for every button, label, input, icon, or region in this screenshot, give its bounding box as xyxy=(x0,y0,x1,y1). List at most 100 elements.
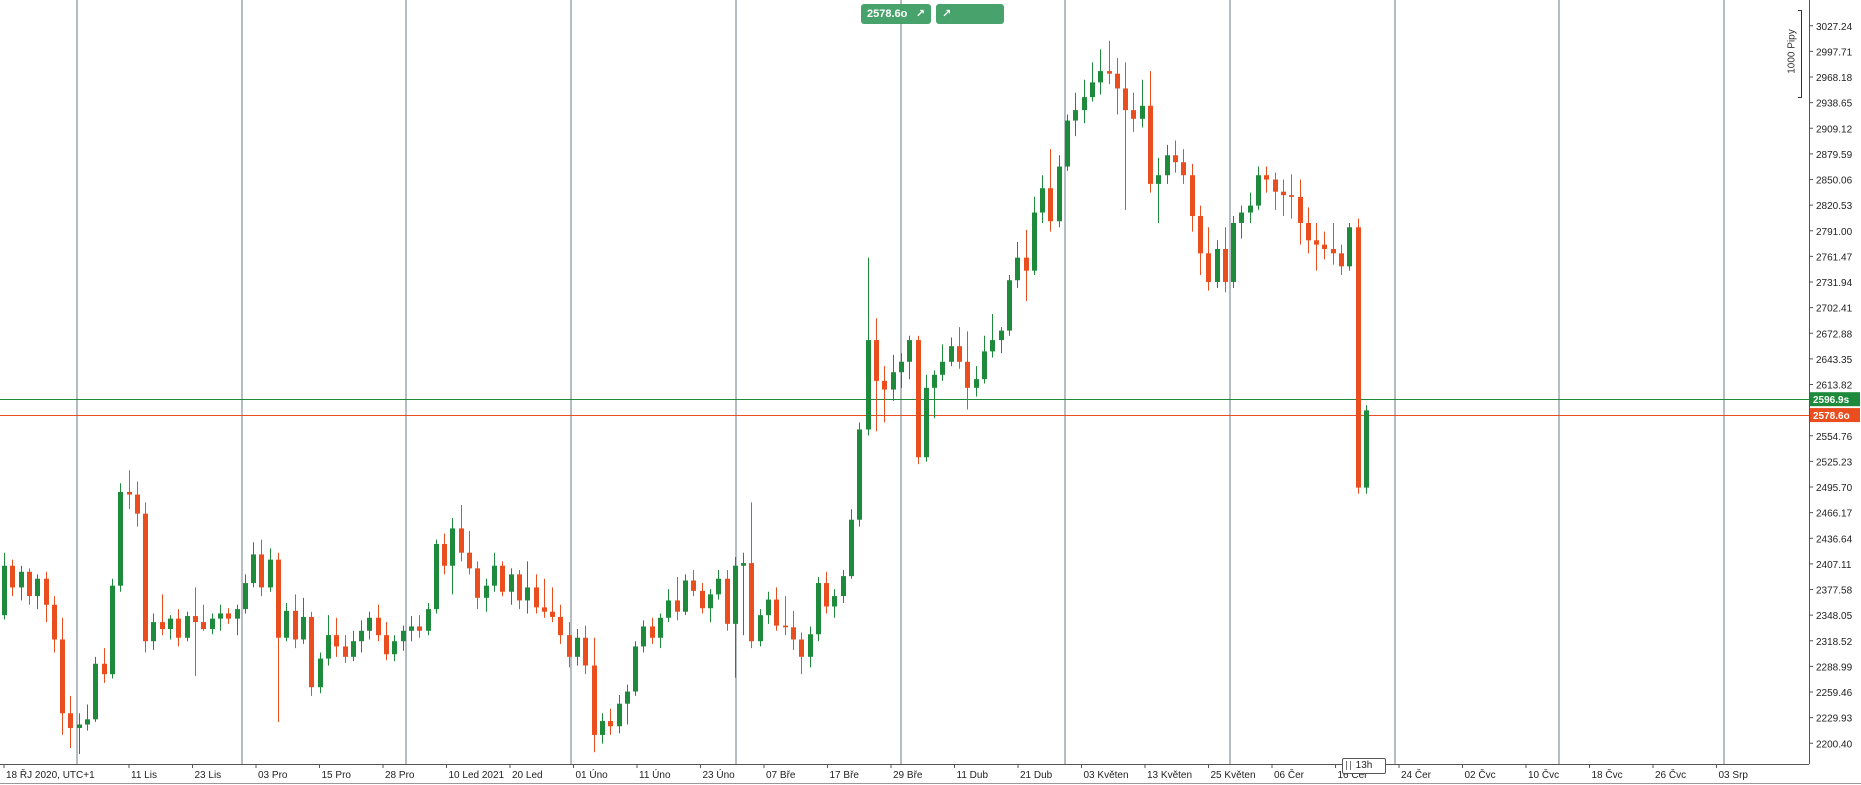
candle-body xyxy=(160,622,165,630)
candle-body xyxy=(1123,88,1128,111)
price-tick-label: 2259.46 xyxy=(1816,688,1853,699)
sell-price-tag xyxy=(1810,408,1860,423)
price-tick-label: 2968.18 xyxy=(1816,73,1853,84)
candle-body xyxy=(949,346,954,362)
candle-body xyxy=(52,604,57,640)
candle-body xyxy=(1024,257,1029,271)
candle-body xyxy=(550,611,555,617)
candle-body xyxy=(824,583,829,607)
candle-body xyxy=(841,576,846,597)
candle-body xyxy=(135,494,140,514)
candle-body xyxy=(484,585,489,598)
candle-body xyxy=(940,361,945,375)
candle-body xyxy=(891,372,896,390)
time-tick-label: 01 Úno xyxy=(576,768,609,781)
pip-scale: 1000 Pipy xyxy=(1787,10,1802,98)
candle-body xyxy=(766,599,771,616)
candle-body xyxy=(882,380,887,390)
candle-body xyxy=(143,513,148,642)
candle-body xyxy=(932,374,937,388)
time-tick-label: 03 Květen xyxy=(1084,770,1129,781)
time-tick-label: 18 ŘJ 2020, UTC+1 xyxy=(6,768,95,781)
time-axis[interactable]: 18 ŘJ 2020, UTC+1 11 Lis 23 Lis 03 Pro 15 Pr… xyxy=(0,764,1861,784)
candle-body xyxy=(401,630,406,642)
candle-body xyxy=(392,641,397,655)
candle-body xyxy=(899,361,904,373)
candle-body xyxy=(1107,71,1112,74)
candle-body xyxy=(1032,212,1037,271)
candle-body xyxy=(758,615,763,642)
candle-body xyxy=(251,554,256,584)
candle-body xyxy=(309,616,314,688)
time-tick-label: 25 Květen xyxy=(1211,770,1256,781)
candle-body xyxy=(226,613,231,619)
candle-body xyxy=(1156,175,1161,184)
candle-body xyxy=(641,626,646,647)
candle-body xyxy=(450,528,455,566)
candle-body xyxy=(185,616,190,638)
sell-price-tag-label: 2578.6o xyxy=(1813,411,1850,422)
time-tick-label: 03 Pro xyxy=(258,770,288,781)
candle-body xyxy=(1231,222,1236,282)
candle-body xyxy=(318,658,323,688)
candle-body xyxy=(725,578,730,624)
candle-body xyxy=(1331,248,1336,254)
price-tick-label: 2554.76 xyxy=(1816,432,1853,443)
candle-body xyxy=(85,719,90,725)
timeframe-marker[interactable]: 13h xyxy=(1342,758,1386,774)
price-tick-label: 2672.88 xyxy=(1816,329,1853,340)
time-tick-label: 11 Lis xyxy=(131,770,157,781)
candle-body xyxy=(799,639,804,657)
candle-body xyxy=(93,663,98,720)
price-tick-label: 2643.35 xyxy=(1816,355,1853,366)
candle-body xyxy=(999,330,1004,341)
candle-body xyxy=(1065,120,1070,167)
time-tick-label: 07 Bře xyxy=(766,770,796,781)
candle-body xyxy=(658,617,663,638)
candle-body xyxy=(791,627,796,640)
candle-body xyxy=(741,563,746,566)
candle-body xyxy=(866,340,871,430)
candle-body xyxy=(534,587,539,608)
price-axis[interactable]: 2200.40 2229.93 2259.46 2288.99 2318.52 2348.… xyxy=(1809,0,1853,764)
candle-body xyxy=(608,721,613,727)
candle-body xyxy=(592,665,597,735)
candle-body xyxy=(434,544,439,610)
candle-body xyxy=(118,491,123,586)
candle-body xyxy=(27,571,32,597)
buy-price-tag-label: 2596.9s xyxy=(1813,395,1850,406)
price-tick-label: 3027.24 xyxy=(1816,22,1853,33)
time-tick-label: 21 Dub xyxy=(1020,770,1053,781)
candle-body xyxy=(808,634,813,657)
drag-handle-icon[interactable] xyxy=(1346,761,1351,770)
candle-body xyxy=(583,637,588,666)
candle-body xyxy=(235,609,240,619)
price-tick-label: 2229.93 xyxy=(1816,714,1853,725)
candle-body xyxy=(276,559,281,638)
price-tick-label: 2525.23 xyxy=(1816,457,1853,468)
candle-body xyxy=(218,613,223,619)
buy-price-tag xyxy=(1810,392,1860,407)
candle-body xyxy=(974,379,979,388)
candle-body xyxy=(259,554,264,588)
candle-body xyxy=(1223,248,1228,282)
candle-body xyxy=(650,626,655,638)
candle-body xyxy=(1073,110,1078,121)
candle-body xyxy=(525,587,530,601)
candle-body xyxy=(475,568,480,598)
candle-body xyxy=(816,583,821,635)
buy-button[interactable]: ↗ 2596.9s xyxy=(936,4,1004,40)
price-tick-label: 2997.71 xyxy=(1816,47,1853,58)
price-tick-label: 2761.47 xyxy=(1816,252,1853,263)
sell-button[interactable]: 2578.6o ↗ xyxy=(861,4,931,24)
time-tick-label: 13 Květen xyxy=(1147,770,1192,781)
candle-body xyxy=(334,635,339,647)
time-tick-label: 11 Dub xyxy=(957,770,989,781)
buy-price-label: 2596.9s xyxy=(942,28,982,40)
price-tick-label: 2731.94 xyxy=(1816,278,1853,289)
timeframe-label: 13h xyxy=(1355,760,1373,771)
price-tick-label: 2466.17 xyxy=(1816,509,1853,520)
candle-body xyxy=(68,713,73,728)
